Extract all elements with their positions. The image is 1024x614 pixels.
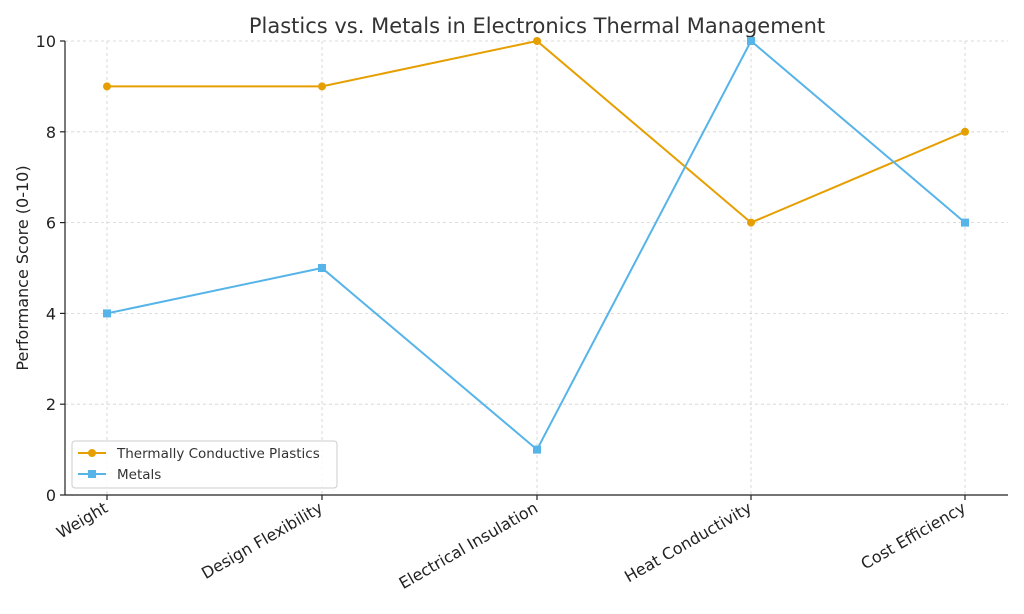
data-point — [747, 37, 755, 45]
legend-label: Metals — [117, 467, 161, 483]
y-tick-label: 10 — [36, 32, 56, 51]
legend-swatch-marker — [88, 449, 96, 457]
data-point — [103, 82, 111, 91]
legend: Thermally Conductive Plastics Metals — [71, 440, 338, 489]
x-tick-label: Weight — [53, 498, 111, 542]
x-tick-label: Design Flexibility — [198, 498, 326, 583]
data-point — [103, 309, 111, 318]
data-point — [318, 82, 326, 91]
series-layer — [103, 37, 969, 454]
axes: 0 2 4 6 8 10 Weight Design Flexibility Electrica… — [36, 32, 1008, 593]
x-tick-label: Cost Efficiency — [858, 498, 969, 573]
y-tick-label: 2 — [46, 395, 56, 414]
data-point — [961, 218, 969, 227]
y-tick-label: 0 — [46, 486, 56, 505]
y-tick-label: 6 — [46, 214, 56, 233]
data-point — [747, 218, 755, 227]
y-axis-label: Performance Score (0-10) — [13, 165, 32, 370]
data-point — [961, 127, 969, 136]
legend-swatch-marker — [88, 470, 96, 478]
y-tick-label: 8 — [46, 123, 56, 142]
grid — [65, 40, 1008, 495]
y-tick-label: 4 — [46, 304, 56, 323]
data-point — [533, 37, 541, 45]
legend-label: Thermally Conductive Plastics — [116, 446, 320, 462]
x-tick-label: Heat Conductivity — [621, 498, 755, 586]
data-point — [533, 445, 541, 454]
data-point — [318, 264, 326, 272]
x-tick-label: Electrical Insulation — [396, 498, 541, 593]
chart-title: Plastics vs. Metals in Electronics Therm… — [249, 14, 825, 38]
series-line — [106, 39, 966, 452]
legend-box — [71, 440, 338, 489]
